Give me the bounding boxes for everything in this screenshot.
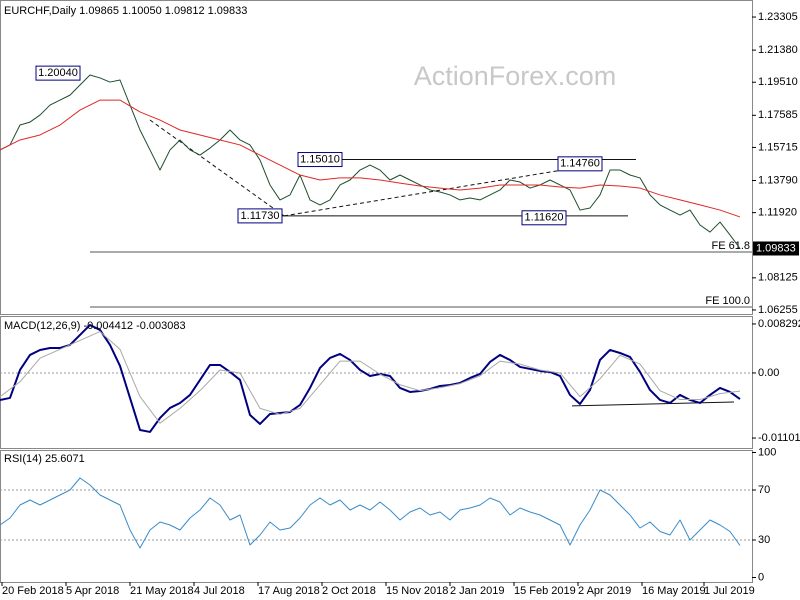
annotation-label: 1.15010 [300, 153, 340, 165]
annotation-label: 1.11730 [241, 210, 280, 222]
y-tick-label: 1.11920 [758, 207, 797, 219]
trend-line [283, 163, 601, 217]
series-line [0, 477, 741, 549]
rsi-title: RSI(14) 25.6071 [4, 453, 85, 465]
y-tick-label: 1.08125 [758, 272, 798, 284]
y-tick-label: 1.23305 [758, 11, 798, 23]
series-line [0, 74, 741, 249]
y-tick-label: 0 [758, 571, 764, 583]
y-tick-label: 1.15715 [758, 141, 798, 153]
rsi-panel [0, 450, 753, 583]
annotation-label: 1.20040 [38, 67, 78, 79]
x-tick-label: 17 Aug 2018 [258, 585, 320, 597]
x-tick-label: 5 Apr 2018 [66, 585, 119, 597]
level-label: FE 61.8 [711, 240, 750, 252]
x-tick-label: 1 Jul 2019 [704, 585, 755, 597]
watermark: ActionForex.com [414, 61, 617, 91]
y-tick-label: 0.00 [758, 367, 779, 379]
trend-line [571, 401, 735, 407]
x-tick-label: 2 Apr 2019 [578, 585, 631, 597]
price-panel [0, 0, 753, 315]
x-tick-label: 4 Jul 2018 [194, 585, 245, 597]
level-label: FE 100.0 [705, 295, 750, 307]
y-tick-label: 1.13790 [758, 174, 798, 186]
chart-title: EURCHF,Daily 1.09865 1.10050 1.09812 1.0… [4, 5, 247, 17]
series-line [0, 99, 741, 218]
annotation-label: 1.14760 [560, 158, 600, 170]
y-tick-label: 30 [758, 534, 770, 546]
annotation-label: 1.11620 [525, 212, 564, 224]
x-tick-label: 15 Nov 2018 [386, 585, 448, 597]
y-tick-label: 1.06255 [758, 304, 798, 316]
x-tick-label: 20 Feb 2018 [2, 585, 64, 597]
annotation-box [35, 65, 81, 81]
x-tick-label: 15 Feb 2019 [514, 585, 576, 597]
macd-title: MACD(12,26,9) -0.004412 -0.003083 [4, 320, 186, 332]
y-tick-label: 1.17585 [758, 109, 798, 121]
y-tick-label: -0.011015 [758, 432, 800, 444]
annotation-box [297, 152, 343, 168]
y-tick-label: 1.21380 [758, 44, 798, 56]
y-tick-label: 100 [758, 446, 776, 458]
series-line [0, 331, 741, 424]
x-tick-label: 21 May 2018 [130, 585, 194, 597]
y-tick-label: 1.19510 [758, 76, 798, 88]
price-marker [753, 241, 799, 256]
annotation-box [557, 156, 603, 172]
price-marker-label: 1.09833 [756, 242, 796, 254]
annotation-box [237, 208, 283, 224]
y-tick-label: 70 [758, 484, 770, 496]
annotation-box [521, 210, 567, 226]
y-tick-label: 0.008292 [758, 318, 800, 330]
x-tick-label: 16 May 2019 [642, 585, 706, 597]
x-tick-label: 2 Jan 2019 [450, 585, 504, 597]
series-line [0, 323, 741, 433]
x-tick-label: 2 Oct 2018 [322, 585, 376, 597]
macd-panel [0, 316, 753, 449]
